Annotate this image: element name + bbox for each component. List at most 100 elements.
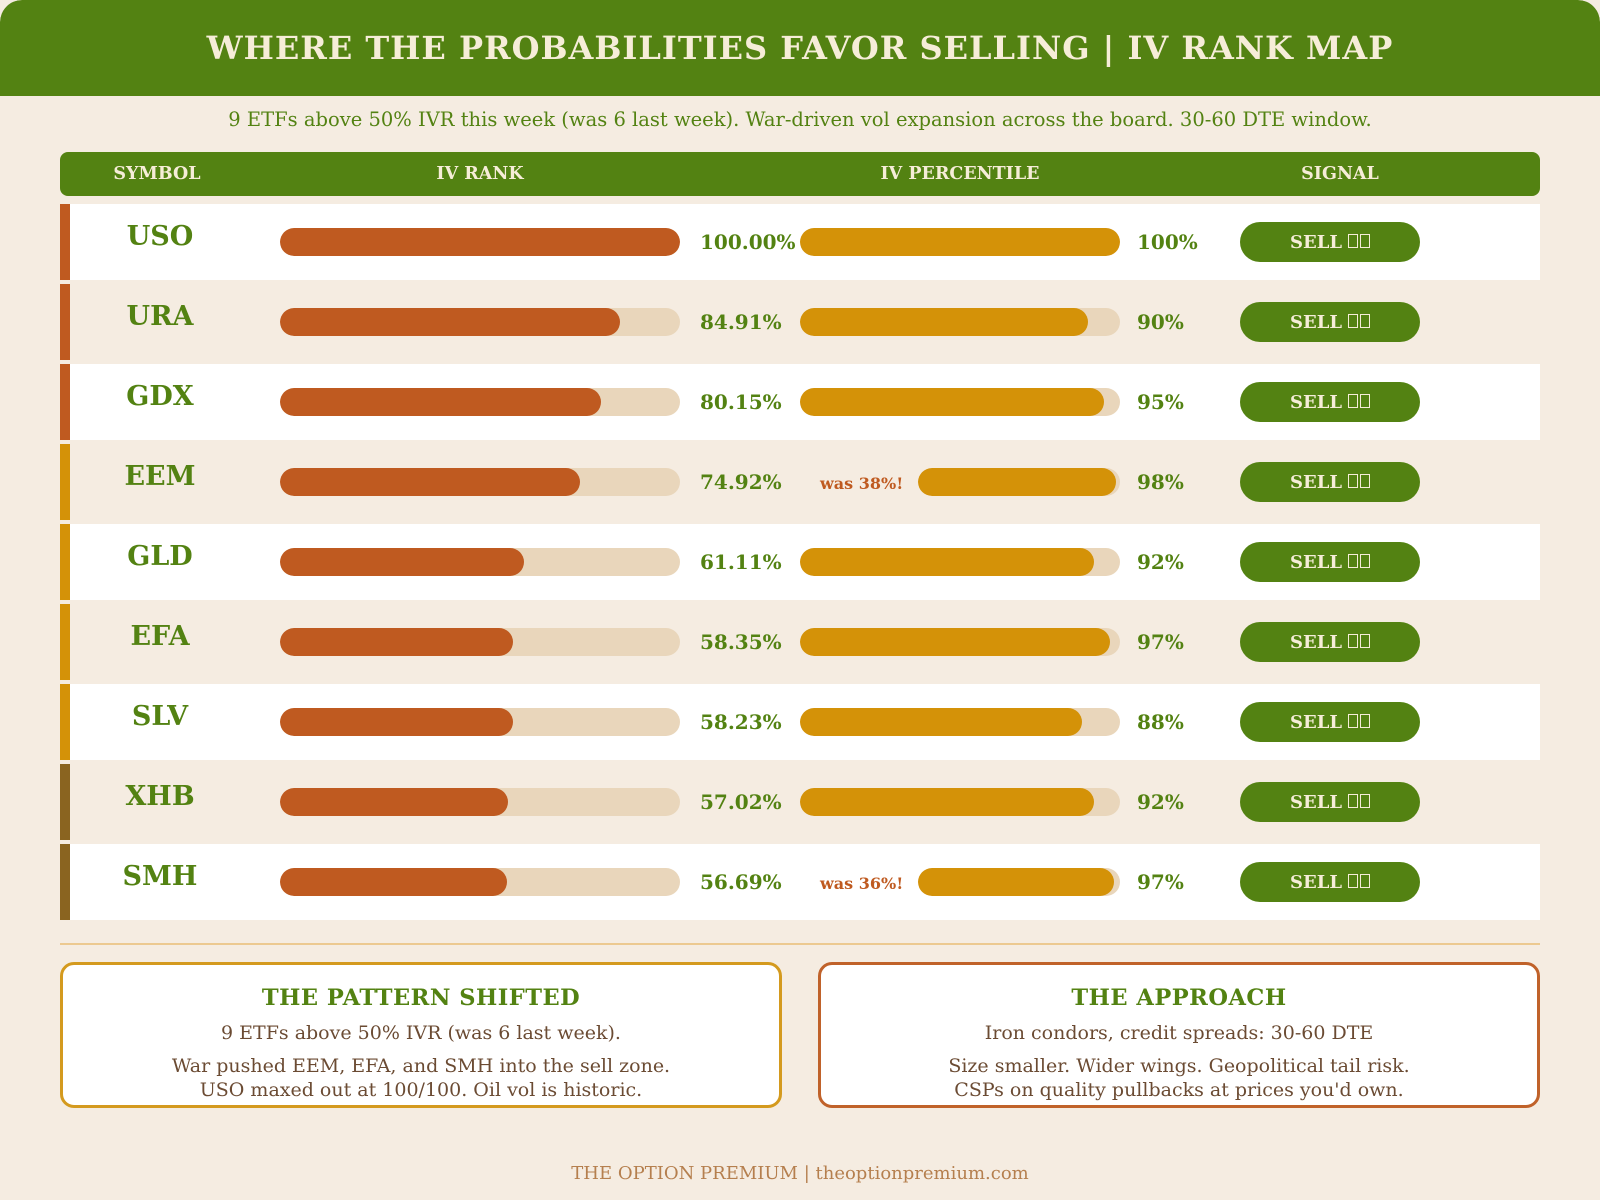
table-row: SLV 58.23% 88% SELL [60, 684, 1540, 760]
approach-box: THE APPROACH Iron condors, credit spread… [818, 962, 1540, 1108]
divider [60, 943, 1540, 945]
iv-rank-bar [280, 228, 680, 256]
pattern-box-line-1: 9 ETFs above 50% IVR (was 6 last week). [221, 1022, 621, 1044]
missing-glyph-icon [1348, 792, 1371, 813]
iv-percentile-track [800, 708, 1120, 736]
missing-glyph-icon [1348, 392, 1371, 413]
iv-percentile-track [800, 388, 1120, 416]
prior-percentile-note: was 38%! [820, 474, 904, 493]
column-header-symbol: SYMBOL [113, 164, 201, 184]
pattern-box-line-3: USO maxed out at 100/100. Oil vol is his… [199, 1079, 643, 1101]
row-accent [60, 844, 70, 920]
iv-percentile-value: 90% [1137, 310, 1184, 334]
iv-percentile-track [800, 628, 1120, 656]
sell-signal-badge: SELL [1240, 462, 1420, 502]
iv-rank-track [280, 468, 680, 496]
missing-glyph-icon [1348, 232, 1371, 253]
signal-label: SELL [1289, 551, 1343, 573]
iv-rank-track [280, 868, 680, 896]
missing-glyph-icon [1348, 552, 1371, 573]
iv-rank-bar [280, 708, 513, 736]
sell-signal-badge: SELL [1240, 302, 1420, 342]
column-header-iv-percentile: IV PERCENTILE [880, 164, 1040, 184]
iv-rank-track [280, 308, 680, 336]
iv-rank-track [280, 228, 680, 256]
signal-label: SELL [1289, 311, 1343, 333]
table-row: GLD 61.11% 92% SELL [60, 524, 1540, 600]
iv-percentile-value: 97% [1137, 630, 1184, 654]
symbol-label: SLV [131, 701, 189, 732]
sell-signal-badge: SELL [1240, 222, 1420, 262]
pattern-box-line-2: War pushed EEM, EFA, and SMH into the se… [171, 1055, 671, 1077]
iv-rank-bar [280, 788, 509, 816]
iv-rank-track [280, 788, 680, 816]
column-header-iv-rank: IV RANK [436, 164, 524, 184]
symbol-label: XHB [125, 781, 195, 812]
signal-label: SELL [1289, 711, 1343, 733]
iv-rank-value: 100.00% [700, 230, 796, 254]
iv-percentile-bar [800, 228, 1120, 256]
signal-label: SELL [1289, 791, 1343, 813]
pattern-box-body: War pushed EEM, EFA, and SMH into the se… [63, 1054, 779, 1102]
pattern-box-heading: THE PATTERN SHIFTED [261, 985, 581, 1011]
iv-percentile-bar [800, 308, 1088, 336]
iv-percentile-value: 98% [1137, 470, 1184, 494]
row-accent [60, 764, 70, 840]
column-header: SYMBOL IV RANK IV PERCENTILE SIGNAL [60, 152, 1540, 196]
approach-box-line-2: Size smaller. Wider wings. Geopolitical … [948, 1055, 1410, 1077]
iv-percentile-track [800, 228, 1120, 256]
iv-rank-bar [280, 388, 601, 416]
iv-percentile-track [918, 468, 1120, 496]
iv-percentile-bar [800, 388, 1104, 416]
iv-rank-track [280, 708, 680, 736]
iv-percentile-value: 92% [1137, 790, 1184, 814]
sell-signal-badge: SELL [1240, 622, 1420, 662]
missing-glyph-icon [1348, 632, 1371, 653]
row-accent [60, 204, 70, 280]
iv-percentile-bar [918, 868, 1114, 896]
approach-box-line-3: CSPs on quality pullbacks at prices you'… [954, 1079, 1404, 1101]
row-accent [60, 684, 70, 760]
symbol-label: USO [126, 221, 194, 252]
table-row: SMH 56.69% was 36%! 97% SELL [60, 844, 1540, 920]
iv-percentile-bar [800, 548, 1095, 576]
missing-glyph-icon [1348, 872, 1371, 893]
iv-rank-value: 74.92% [700, 470, 782, 494]
missing-glyph-icon [1348, 312, 1371, 333]
table-row: EEM 74.92% was 38%! 98% SELL [60, 444, 1540, 520]
iv-rank-track [280, 628, 680, 656]
iv-rank-bar [280, 628, 514, 656]
row-accent [60, 524, 70, 600]
row-accent [60, 364, 70, 440]
iv-rank-bar [280, 308, 620, 336]
iv-percentile-track [918, 868, 1120, 896]
missing-glyph-icon [1348, 712, 1371, 733]
symbol-label: URA [126, 301, 194, 332]
approach-box-line-1: Iron condors, credit spreads: 30-60 DTE [984, 1022, 1374, 1044]
signal-label: SELL [1289, 631, 1343, 653]
iv-rank-value: 80.15% [700, 390, 782, 414]
iv-rank-value: 58.23% [700, 710, 782, 734]
iv-percentile-track [800, 548, 1120, 576]
iv-percentile-track [800, 788, 1120, 816]
approach-box-heading: THE APPROACH [1071, 985, 1287, 1011]
sell-signal-badge: SELL [1240, 862, 1420, 902]
iv-rank-value: 56.69% [700, 870, 782, 894]
iv-rank-track [280, 388, 680, 416]
row-accent [60, 604, 70, 680]
iv-percentile-bar [800, 628, 1111, 656]
iv-percentile-bar [800, 788, 1095, 816]
footer: THE OPTION PREMIUM | theoptionpremium.co… [571, 1163, 1029, 1184]
iv-percentile-value: 97% [1137, 870, 1184, 894]
iv-rank-bar [280, 868, 507, 896]
symbol-label: GDX [126, 381, 194, 412]
page-title: WHERE THE PROBABILITIES FAVOR SELLING | … [206, 29, 1394, 67]
prior-percentile-note: was 36%! [820, 874, 904, 893]
iv-rank-value: 61.11% [700, 550, 782, 574]
iv-percentile-bar [918, 468, 1116, 496]
pattern-box: THE PATTERN SHIFTED 9 ETFs above 50% IVR… [60, 962, 782, 1108]
iv-rank-value: 57.02% [700, 790, 782, 814]
symbol-label: GLD [127, 541, 193, 572]
signal-label: SELL [1289, 871, 1343, 893]
